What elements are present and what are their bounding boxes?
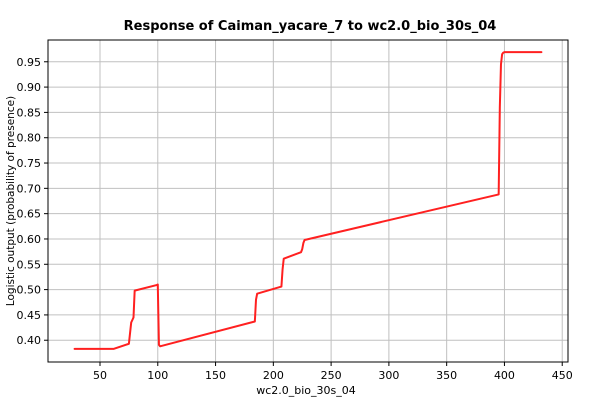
- y-tick-label: 0.55: [17, 258, 42, 271]
- x-tick-label: 50: [93, 369, 107, 382]
- y-tick-label: 0.80: [17, 132, 42, 145]
- x-tick-label: 300: [378, 369, 399, 382]
- x-tick-label: 150: [205, 369, 226, 382]
- y-axis-label: Logistic output (probability of presence…: [5, 96, 17, 306]
- y-tick-label: 0.50: [17, 284, 42, 297]
- x-axis-ticks: 50 100 150 200 250 300 350 400 450: [93, 362, 573, 382]
- plot-frame: [47, 39, 569, 363]
- y-tick-label: 0.65: [17, 208, 42, 221]
- x-tick-label: 400: [494, 369, 515, 382]
- y-tick-label: 0.60: [17, 233, 42, 246]
- y-tick-label: 0.85: [17, 106, 42, 119]
- x-tick-label: 250: [321, 369, 342, 382]
- y-tick-label: 0.40: [17, 334, 42, 347]
- y-tick-label: 0.95: [17, 56, 42, 69]
- x-tick-label: 100: [147, 369, 168, 382]
- grid: [48, 40, 568, 362]
- y-tick-label: 0.90: [17, 81, 42, 94]
- series-line: [73, 51, 543, 350]
- y-axis-ticks: 0.40 0.45 0.50 0.55 0.60 0.65 0.70 0.75 0.80 0.85…: [17, 56, 48, 347]
- series-layer: [73, 51, 543, 350]
- chart-title: Response of Caiman_yacare_7 to wc2.0_bio…: [124, 19, 497, 34]
- x-axis-label: wc2.0_bio_30s_04: [256, 384, 356, 397]
- x-tick-label: 200: [263, 369, 284, 382]
- y-tick-label: 0.75: [17, 157, 42, 170]
- y-tick-label: 0.45: [17, 309, 42, 322]
- x-tick-label: 450: [552, 369, 573, 382]
- x-tick-label: 350: [436, 369, 457, 382]
- y-tick-label: 0.70: [17, 182, 42, 195]
